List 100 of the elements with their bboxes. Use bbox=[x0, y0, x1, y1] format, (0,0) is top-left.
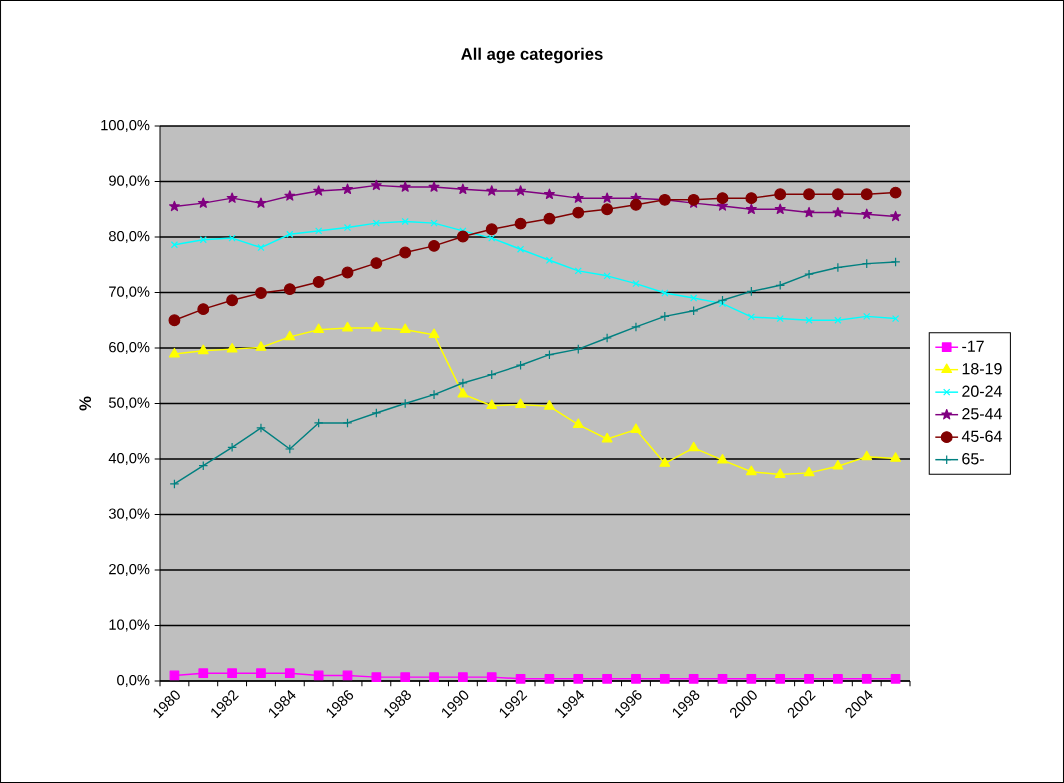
point bbox=[255, 341, 267, 351]
point bbox=[804, 269, 814, 280]
point bbox=[400, 672, 411, 682]
point bbox=[399, 323, 411, 334]
point bbox=[227, 668, 237, 679]
point bbox=[428, 181, 440, 192]
point bbox=[688, 673, 699, 684]
point bbox=[515, 673, 526, 684]
point bbox=[544, 673, 555, 684]
point bbox=[745, 203, 757, 214]
point bbox=[515, 185, 527, 196]
point bbox=[746, 673, 757, 684]
point bbox=[745, 192, 758, 205]
point bbox=[341, 266, 354, 279]
point bbox=[371, 408, 382, 418]
y-tick-label: 0,0% bbox=[117, 674, 150, 688]
point bbox=[226, 294, 239, 307]
point bbox=[342, 321, 353, 332]
point bbox=[516, 245, 525, 253]
point bbox=[342, 418, 353, 428]
y-tick-label: 60,0% bbox=[109, 341, 150, 355]
point bbox=[803, 466, 815, 477]
point bbox=[861, 208, 873, 219]
y-tick-label: 30,0% bbox=[108, 508, 150, 521]
point bbox=[776, 314, 784, 323]
point bbox=[833, 673, 843, 684]
point bbox=[630, 423, 642, 433]
point bbox=[602, 673, 612, 684]
legend-label: 25-44 bbox=[962, 408, 1002, 420]
legend-label: 45-64 bbox=[961, 430, 1002, 442]
point bbox=[488, 234, 496, 242]
point bbox=[661, 289, 669, 297]
point bbox=[545, 256, 554, 264]
point bbox=[313, 418, 324, 428]
y-tick-label: 80,0% bbox=[109, 230, 150, 244]
point bbox=[515, 398, 527, 409]
point bbox=[486, 399, 498, 410]
point bbox=[574, 267, 582, 275]
point bbox=[399, 246, 412, 259]
point bbox=[774, 188, 787, 201]
point bbox=[456, 230, 469, 243]
point bbox=[805, 316, 813, 324]
point bbox=[227, 442, 237, 453]
point bbox=[342, 183, 353, 195]
point bbox=[863, 312, 871, 320]
y-tick-label: 10,0% bbox=[109, 619, 150, 632]
point bbox=[687, 193, 700, 206]
point bbox=[601, 203, 614, 216]
point bbox=[832, 206, 844, 218]
point bbox=[255, 287, 267, 299]
point bbox=[401, 217, 409, 226]
point bbox=[573, 344, 584, 354]
point bbox=[371, 672, 382, 682]
point bbox=[457, 387, 469, 398]
point bbox=[315, 227, 323, 235]
point bbox=[199, 236, 207, 244]
point bbox=[572, 192, 584, 203]
y-tick-label: 100,0% bbox=[101, 119, 150, 133]
point bbox=[717, 673, 728, 684]
point bbox=[370, 179, 382, 191]
point bbox=[284, 190, 296, 201]
point bbox=[803, 188, 815, 201]
point bbox=[659, 673, 670, 684]
point bbox=[803, 206, 815, 218]
y-axis-title: % bbox=[79, 396, 92, 411]
point bbox=[168, 200, 180, 212]
point bbox=[458, 672, 468, 682]
point bbox=[631, 673, 641, 684]
point bbox=[543, 400, 555, 410]
point bbox=[226, 342, 238, 353]
point bbox=[573, 673, 584, 684]
point bbox=[688, 441, 700, 452]
point bbox=[832, 460, 844, 470]
point bbox=[170, 241, 179, 249]
point bbox=[313, 323, 325, 334]
point bbox=[486, 672, 497, 682]
point bbox=[804, 673, 814, 684]
chart-title: All age categories bbox=[461, 47, 603, 64]
legend-label: 65- bbox=[962, 453, 984, 465]
point bbox=[228, 234, 236, 242]
point bbox=[572, 418, 584, 428]
point bbox=[283, 283, 296, 296]
point bbox=[543, 212, 556, 225]
point bbox=[370, 321, 382, 332]
point bbox=[256, 423, 266, 433]
point bbox=[284, 444, 295, 454]
point bbox=[313, 670, 324, 681]
point bbox=[543, 188, 555, 200]
point bbox=[284, 330, 296, 341]
point bbox=[860, 188, 873, 201]
legend-label: 18-19 bbox=[962, 363, 1002, 375]
point bbox=[458, 378, 468, 388]
point bbox=[370, 257, 383, 270]
point bbox=[428, 239, 440, 252]
point bbox=[890, 452, 902, 462]
point bbox=[284, 668, 295, 679]
point bbox=[774, 203, 786, 214]
point bbox=[890, 257, 901, 267]
point bbox=[168, 314, 181, 327]
point bbox=[747, 313, 755, 321]
